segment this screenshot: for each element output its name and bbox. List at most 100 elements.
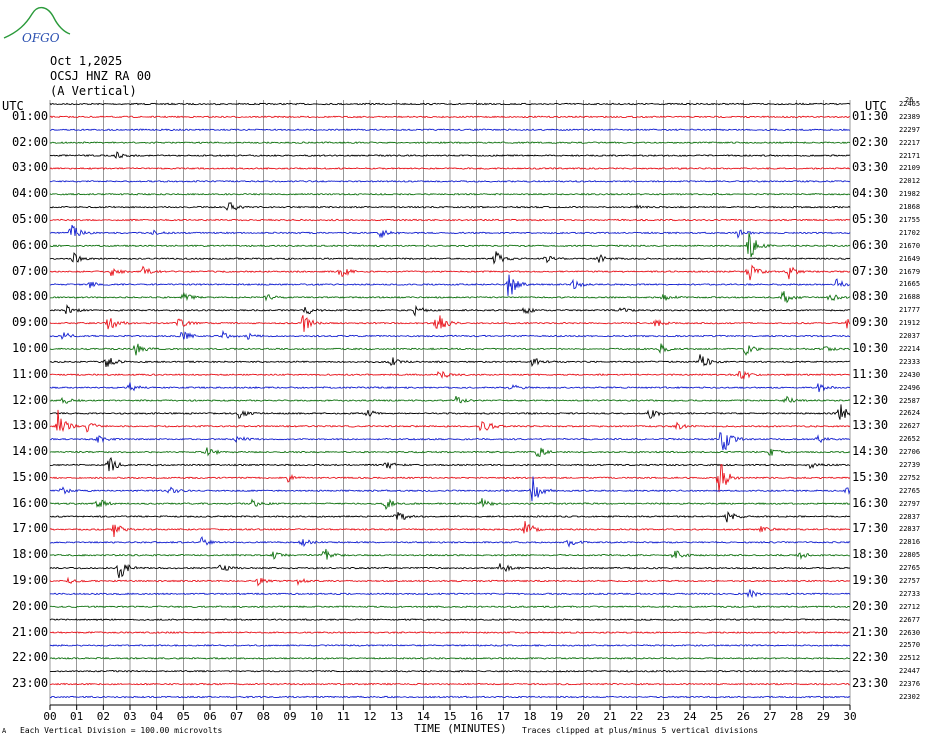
right-hour-label: 11:30 <box>852 366 889 381</box>
trace-line <box>49 264 851 281</box>
trace-line <box>49 395 851 404</box>
right-count-label: 22627 <box>899 422 921 431</box>
left-hour-label: 11:00 <box>12 366 49 381</box>
left-hour-label: 16:00 <box>12 495 49 510</box>
right-hour-label: 15:30 <box>852 469 889 484</box>
left-hour-label: 07:00 <box>12 263 49 278</box>
right-hour-label: 16:30 <box>852 495 889 510</box>
x-tick-label: 12 <box>363 710 376 723</box>
x-tick-label: 26 <box>737 710 750 723</box>
left-hour-label: 22:00 <box>12 650 49 665</box>
trace-line <box>49 354 851 368</box>
x-tick-label: 13 <box>390 710 403 723</box>
right-count-label: 21755 <box>899 216 921 225</box>
trace-line <box>49 179 851 183</box>
right-hour-label: 09:30 <box>852 315 889 330</box>
right-count-label: 21649 <box>899 254 921 263</box>
x-tick-label: 30 <box>843 710 856 723</box>
trace-line <box>49 589 851 599</box>
trace-line <box>49 329 851 340</box>
trace-line <box>49 251 851 265</box>
right-hour-label: 20:30 <box>852 598 889 613</box>
trace-line <box>49 291 851 304</box>
right-count-label: 21912 <box>899 319 921 328</box>
right-count-label: 22512 <box>899 654 921 663</box>
x-tick-label: 08 <box>257 710 270 723</box>
right-hour-label: 04:30 <box>852 186 889 201</box>
trace-line <box>49 382 851 393</box>
x-tick-label: 24 <box>683 710 697 723</box>
corner-mark: 26 <box>905 96 914 104</box>
trace-line <box>49 618 851 622</box>
trace-line <box>49 476 851 502</box>
right-count-label: 22465 <box>899 100 921 108</box>
trace-line <box>49 343 851 356</box>
x-tick-label: 15 <box>443 710 456 723</box>
left-hour-label: 03:00 <box>12 160 49 175</box>
corner-glyph: A <box>2 727 7 735</box>
right-hour-label: 21:30 <box>852 624 889 639</box>
trace-line <box>49 563 851 579</box>
trace-line <box>50 404 851 420</box>
trace-line <box>49 409 851 433</box>
left-hour-label: 15:00 <box>12 469 49 484</box>
right-count-label: 22496 <box>899 383 921 392</box>
left-hour-label: 23:00 <box>12 676 49 691</box>
x-tick-label: 22 <box>630 710 643 723</box>
left-hour-label: 14:00 <box>12 444 49 459</box>
x-tick-label: 05 <box>177 710 190 723</box>
trace-line <box>49 202 851 211</box>
x-tick-label: 14 <box>417 710 431 723</box>
x-tick-label: 02 <box>97 710 110 723</box>
right-count-label: 22297 <box>899 125 921 134</box>
x-tick-label: 10 <box>310 710 323 723</box>
trace-line <box>49 548 851 561</box>
x-tick-label: 28 <box>790 710 803 723</box>
trace-line <box>49 224 851 239</box>
trace-line <box>50 682 850 686</box>
x-tick-label: 25 <box>710 710 723 723</box>
right-count-label: 22712 <box>899 602 921 611</box>
trace-line <box>49 102 851 106</box>
x-tick-label: 17 <box>497 710 510 723</box>
x-tick-label: 04 <box>150 710 164 723</box>
right-count-label: 22837 <box>899 525 921 534</box>
right-count-label: 22630 <box>899 628 921 637</box>
trace-line <box>49 218 851 222</box>
trace-line <box>49 695 851 699</box>
x-tick-label: 29 <box>817 710 830 723</box>
x-tick-label: 16 <box>470 710 483 723</box>
right-hour-label: 22:30 <box>852 650 889 665</box>
trace-line <box>49 498 851 510</box>
clip-note: Traces clipped at plus/minus 5 vertical … <box>522 726 759 735</box>
trace-line <box>49 510 851 523</box>
right-count-label: 22037 <box>899 332 921 341</box>
ofgo-logo: OFGO <box>3 7 71 44</box>
right-count-label: 22376 <box>899 680 921 689</box>
trace-line <box>49 370 851 380</box>
trace-line <box>49 315 851 332</box>
right-count-label: 22012 <box>899 177 921 186</box>
x-tick-label: 06 <box>203 710 216 723</box>
left-hour-label: 02:00 <box>12 134 49 149</box>
trace-line <box>49 232 851 258</box>
trace-line <box>49 128 851 132</box>
right-count-label: 22171 <box>899 151 921 160</box>
left-hour-label: 20:00 <box>12 598 49 613</box>
left-hour-label: 12:00 <box>12 392 49 407</box>
right-hour-label: 12:30 <box>852 392 889 407</box>
right-count-label: 22652 <box>899 435 921 444</box>
trace-line <box>49 643 851 647</box>
left-hour-label: 21:00 <box>12 624 49 639</box>
trace-line <box>50 669 851 673</box>
right-count-label: 22570 <box>899 641 921 650</box>
x-axis-label: TIME (MINUTES) <box>414 722 507 735</box>
right-hour-label: 19:30 <box>852 572 889 587</box>
x-axis-ticks: 00 01 02 03 04 05 06 07 08 09 10 11 12 13 14 15 16 17 18 19… <box>43 705 857 723</box>
trace-line <box>49 432 850 451</box>
left-hour-label: 08:00 <box>12 289 49 304</box>
left-hour-label: 10:00 <box>12 340 49 355</box>
x-tick-label: 19 <box>550 710 563 723</box>
right-hour-label: 03:30 <box>852 160 889 175</box>
x-tick-label: 23 <box>657 710 670 723</box>
